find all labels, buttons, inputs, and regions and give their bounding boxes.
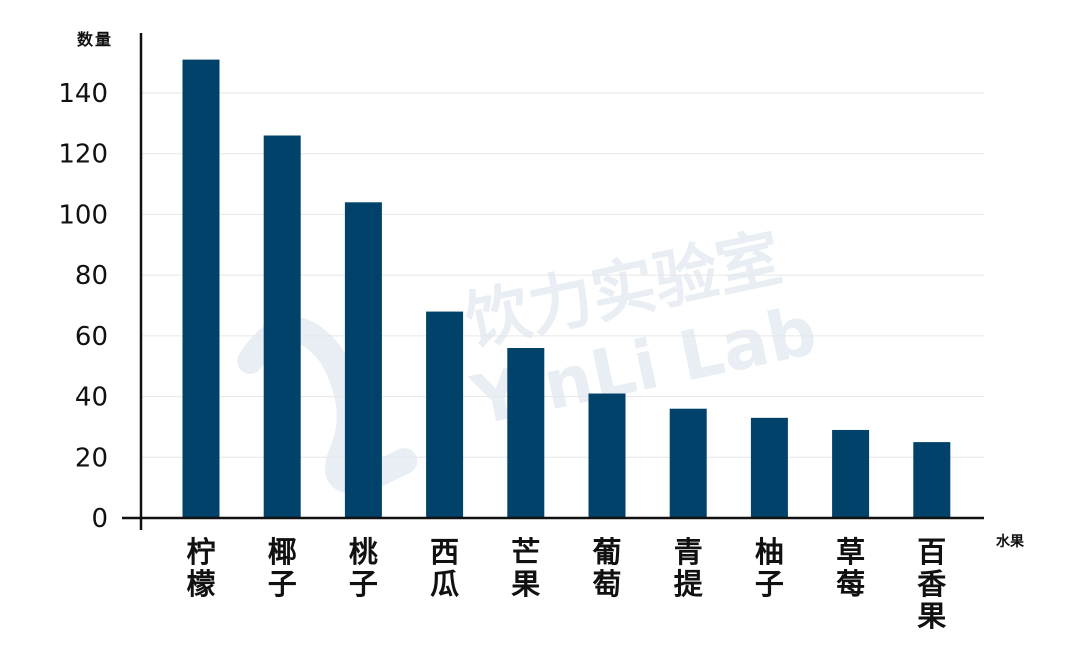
y-tick-label: 140 — [58, 79, 108, 109]
bar-7 — [669, 408, 707, 518]
bar-9 — [832, 429, 870, 518]
x-tick-label: 青提 — [674, 535, 704, 601]
x-tick-label: 百香果 — [917, 535, 947, 633]
bar-3 — [344, 202, 382, 519]
x-tick-label: 葡萄 — [592, 535, 621, 601]
x-tick-label: 芒果 — [511, 535, 540, 601]
y-axis-label: 数量 — [77, 30, 113, 49]
x-tick-label: 椰子 — [268, 535, 297, 601]
bar-4 — [426, 311, 464, 518]
y-tick-label: 40 — [75, 383, 108, 413]
bar-6 — [588, 393, 626, 518]
bar-2 — [263, 135, 301, 518]
y-tick-label: 80 — [75, 261, 108, 291]
x-tick-label: 柠檬 — [186, 535, 215, 601]
y-tick-label: 0 — [91, 504, 108, 534]
y-tick-label: 20 — [75, 443, 108, 473]
x-tick-label: 柚子 — [755, 535, 784, 601]
x-tick-label: 草莓 — [836, 535, 865, 601]
bar-8 — [750, 417, 788, 518]
y-tick-labels: 0 20 40 60 80 100 120 140 — [58, 79, 108, 534]
x-tick-label: 西瓜 — [430, 535, 459, 601]
y-tick-label: 100 — [58, 200, 108, 230]
y-tick-label: 60 — [75, 322, 108, 352]
x-tick-label: 桃子 — [349, 535, 378, 601]
bar-10 — [913, 442, 951, 518]
y-tick-label: 120 — [58, 140, 108, 170]
bar-5 — [507, 348, 545, 518]
x-axis-label: 水果 — [996, 533, 1025, 550]
bar-1 — [182, 59, 220, 518]
bars — [182, 59, 951, 519]
